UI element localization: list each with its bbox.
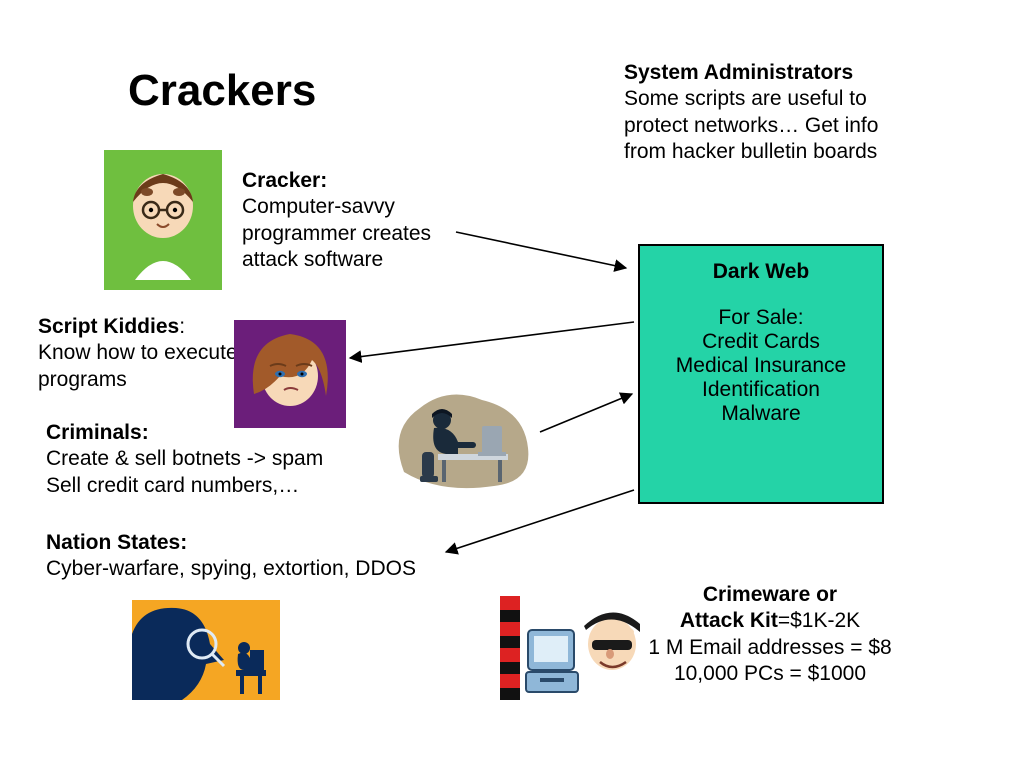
darkweb-line2: Credit Cards [640, 330, 882, 354]
nation-states-block: Nation States: Cyber-warfare, spying, ex… [46, 530, 466, 583]
script-kiddies-colon: : [179, 315, 185, 338]
cracker-block: Cracker: Computer-savvy programmer creat… [242, 168, 472, 273]
darkweb-line3: Medical Insurance [640, 354, 882, 378]
criminals-line1: Create & sell botnets -> spam [46, 447, 323, 470]
crimeware-heading: Crimeware or [703, 583, 837, 606]
crimeware-block: Crimeware or Attack Kit=$1K-2K 1 M Email… [620, 582, 920, 687]
slide-stage: Crackers System Administrators Some scri… [0, 0, 1024, 768]
dark-web-box: Dark Web For Sale: Credit Cards Medical … [638, 244, 884, 504]
crimeware-l2a: Attack Kit [680, 609, 778, 632]
criminals-heading: Criminals: [46, 421, 149, 444]
script-kiddies-body: Know how to execute programs [38, 341, 238, 390]
script-kiddies-block: Script Kiddies: Know how to execute prog… [38, 314, 238, 393]
script-kiddies-heading: Script Kiddies [38, 315, 179, 338]
crimeware-l4: 10,000 PCs = $1000 [620, 661, 920, 687]
darkweb-title: Dark Web [640, 260, 882, 284]
crimeware-l2b: =$1K-2K [778, 609, 860, 632]
criminals-block: Criminals: Create & sell botnets -> spam… [46, 420, 386, 499]
crimeware-l3: 1 M Email addresses = $8 [620, 635, 920, 661]
sysadmin-body: Some scripts are useful to protect netwo… [624, 87, 878, 163]
sysadmin-heading: System Administrators [624, 61, 853, 84]
script-kiddie-avatar-icon [234, 320, 346, 428]
darkweb-line4: Identification [640, 378, 882, 402]
darkweb-line5: Malware [640, 402, 882, 426]
spy-avatar-icon [132, 600, 280, 700]
cracker-avatar-icon [104, 150, 222, 290]
sysadmin-block: System Administrators Some scripts are u… [624, 60, 904, 165]
darkweb-line1: For Sale: [640, 306, 882, 330]
nation-states-body: Cyber-warfare, spying, extortion, DDOS [46, 557, 416, 580]
criminals-line2: Sell credit card numbers,… [46, 474, 299, 497]
nation-states-heading: Nation States: [46, 531, 187, 554]
cracker-heading: Cracker: [242, 169, 327, 192]
slide-title: Crackers [128, 66, 316, 116]
criminal-avatar-icon [386, 382, 536, 492]
cracker-body: Computer-savvy programmer creates attack… [242, 195, 431, 271]
